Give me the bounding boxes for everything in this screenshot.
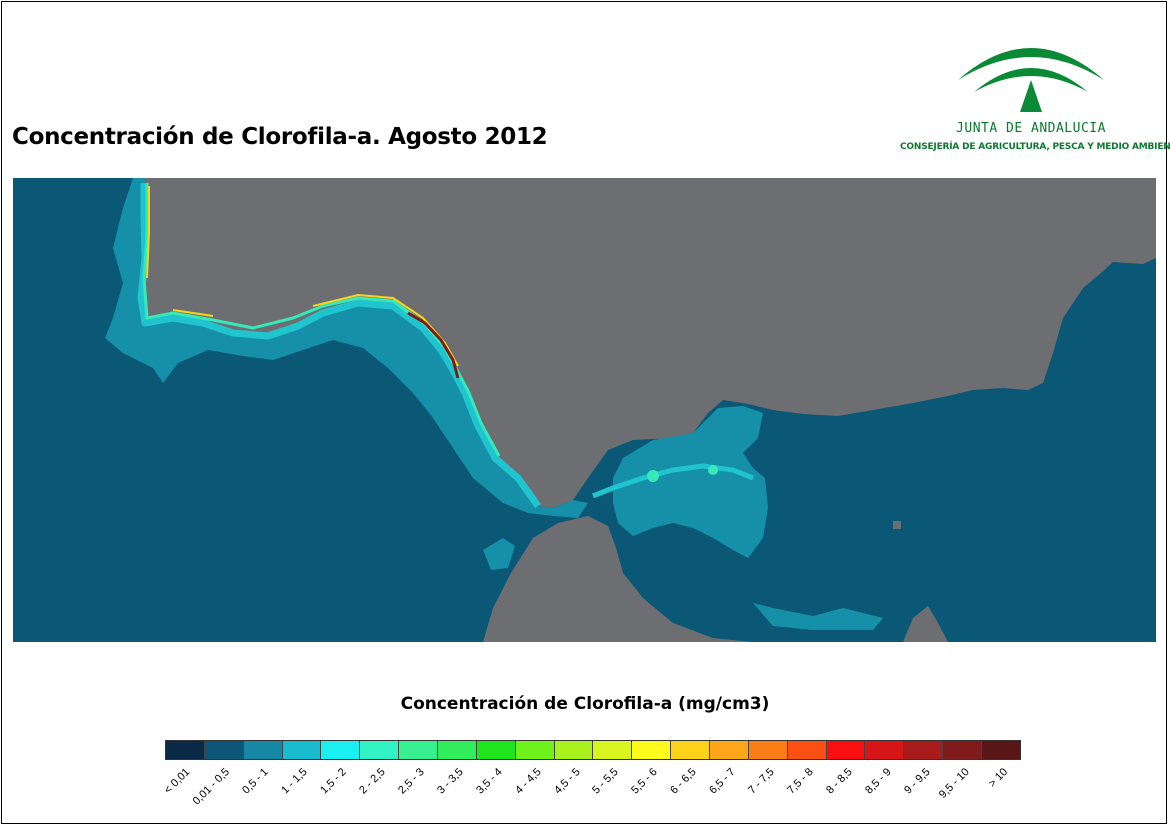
legend-class-label: 8,5 - 9 (862, 766, 894, 797)
coastal-band-max (407, 311, 460, 379)
iberia-land (141, 178, 1156, 508)
legend-swatch (710, 741, 749, 759)
legend-swatch (515, 741, 555, 759)
legend-class-label: 4,5 - 5 (551, 766, 583, 797)
alboran-island (893, 521, 901, 529)
morocco-coast-shelf (753, 603, 883, 630)
legend-class-label: 5,5 - 6 (629, 766, 661, 797)
legend-title: Concentración de Clorofila-a (mg/cm3) (400, 694, 770, 714)
legend-color-bar (165, 740, 1021, 760)
junta-logo: JUNTA DE ANDALUCIA CONSEJERÍA DE AGRICUL… (900, 30, 1170, 160)
legend-swatch (748, 741, 788, 759)
alboran-bloom (647, 470, 659, 482)
legend-class-label: 3,5 - 4 (473, 766, 505, 797)
legend-swatch (399, 741, 439, 759)
alboran-shelf (613, 406, 768, 558)
legend-class-label: 1 - 1,5 (279, 766, 310, 797)
legend-swatch (826, 741, 866, 759)
legend-swatch (671, 741, 711, 759)
alboran-band (592, 463, 754, 499)
logo-subtitle: CONSEJERÍA DE AGRICULTURA, PESCA Y MEDIO… (900, 142, 1170, 152)
legend-class-label: 2,5 - 3 (396, 766, 427, 797)
legend-class-label: 8 - 8,5 (824, 766, 855, 797)
legend-swatch (476, 741, 516, 759)
map-title: Concentración de Clorofila-a. Agosto 201… (12, 124, 548, 150)
legend-swatch (204, 741, 244, 759)
legend-swatch (787, 741, 827, 759)
morocco-land (483, 516, 753, 642)
legend-swatch (360, 741, 400, 759)
legend-class-label: 7,5 - 8 (785, 766, 816, 797)
legend-class-label: 6 - 6,5 (668, 766, 699, 797)
legend-swatch (904, 741, 944, 759)
shelf-waters (105, 178, 588, 518)
legend-swatch (438, 741, 477, 759)
legend-swatch (865, 741, 905, 759)
coastal-band-high (142, 183, 501, 457)
legend-swatch (243, 741, 283, 759)
legend-class-label: 6,5 - 7 (707, 766, 738, 797)
legend-class-label: 4 - 4,5 (512, 766, 544, 797)
legend-class-label: < 0,01 (162, 766, 193, 797)
logo-name: JUNTA DE ANDALUCIA (956, 121, 1106, 136)
legend-class-label: > 10 (985, 766, 1010, 790)
legend-class-label: 9,5 - 10 (936, 766, 972, 801)
legend-class-label: 0,5 - 1 (240, 766, 271, 797)
legend-swatch (554, 741, 594, 759)
legend-swatch (982, 741, 1020, 759)
ceuta-shelf (483, 538, 515, 570)
legend-swatch (593, 741, 633, 759)
logo-emblem-icon (958, 48, 1104, 112)
legend-class-label: 0,01 - 0,5 (190, 766, 233, 808)
coastal-band-atlantic (137, 183, 541, 509)
legend-class-label: 7 - 7,5 (746, 766, 777, 797)
morocco-east-land (903, 606, 948, 642)
legend-swatch (166, 741, 205, 759)
legend-class-label: 9 - 9,5 (901, 766, 933, 797)
legend-class-label: 1,5 - 2 (318, 766, 349, 797)
legend-swatch (632, 741, 672, 759)
legend-swatch (943, 741, 983, 759)
legend-class-label: 5 - 5,5 (590, 766, 622, 797)
chlorophyll-map (13, 178, 1156, 642)
alboran-bloom-2 (708, 465, 718, 475)
legend-swatch (282, 741, 322, 759)
legend-labels: < 0,01 0,01 - 0,5 0,5 - 1 1 - 1,5 1,5 - 2 2 -… (162, 766, 1021, 816)
legend-swatch (321, 741, 361, 759)
legend-class-label: 2 - 2,5 (357, 766, 388, 797)
coastal-band-peak (146, 186, 459, 367)
legend-class-label: 3 - 3,5 (434, 766, 466, 797)
